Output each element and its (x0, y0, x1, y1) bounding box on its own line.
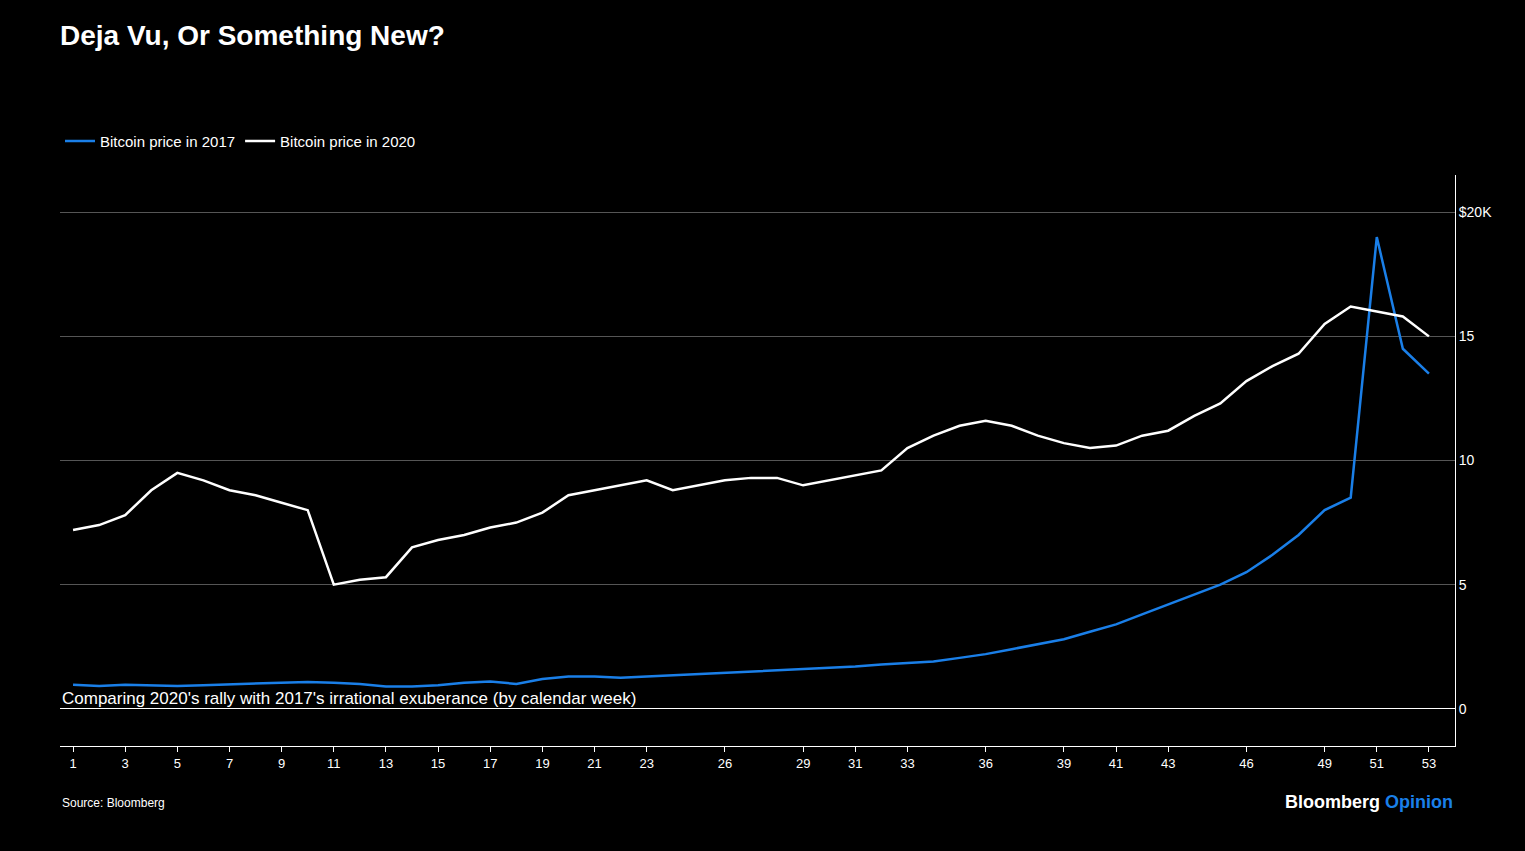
svg-text:11: 11 (327, 756, 341, 771)
svg-text:33: 33 (900, 756, 914, 771)
svg-text:Bitcoin price in 2017: Bitcoin price in 2017 (100, 133, 235, 150)
svg-text:10: 10 (1459, 452, 1475, 468)
svg-text:13: 13 (379, 756, 393, 771)
svg-text:23: 23 (639, 756, 653, 771)
svg-text:1: 1 (69, 756, 76, 771)
svg-text:46: 46 (1239, 756, 1253, 771)
svg-text:53: 53 (1422, 756, 1436, 771)
svg-text:29: 29 (796, 756, 810, 771)
svg-text:17: 17 (483, 756, 497, 771)
svg-text:Comparing 2020's rally with 20: Comparing 2020's rally with 2017's irrat… (62, 689, 636, 708)
svg-text:26: 26 (718, 756, 732, 771)
svg-text:39: 39 (1057, 756, 1071, 771)
svg-text:43: 43 (1161, 756, 1175, 771)
svg-text:9: 9 (278, 756, 285, 771)
svg-text:$20K: $20K (1459, 204, 1492, 220)
svg-text:15: 15 (1459, 328, 1475, 344)
svg-text:5: 5 (174, 756, 181, 771)
svg-text:Source: Bloomberg: Source: Bloomberg (62, 796, 165, 810)
svg-text:31: 31 (848, 756, 862, 771)
svg-text:51: 51 (1370, 756, 1384, 771)
svg-text:Bloomberg Opinion: Bloomberg Opinion (1285, 792, 1453, 812)
svg-text:3: 3 (122, 756, 129, 771)
svg-text:15: 15 (431, 756, 445, 771)
svg-text:41: 41 (1109, 756, 1123, 771)
svg-text:Bitcoin price in 2020: Bitcoin price in 2020 (280, 133, 415, 150)
svg-text:21: 21 (587, 756, 601, 771)
svg-text:49: 49 (1317, 756, 1331, 771)
svg-text:7: 7 (226, 756, 233, 771)
svg-text:5: 5 (1459, 577, 1467, 593)
svg-text:Deja Vu, Or Something New?: Deja Vu, Or Something New? (60, 20, 445, 51)
svg-text:0: 0 (1459, 701, 1467, 717)
svg-text:19: 19 (535, 756, 549, 771)
svg-text:36: 36 (978, 756, 992, 771)
